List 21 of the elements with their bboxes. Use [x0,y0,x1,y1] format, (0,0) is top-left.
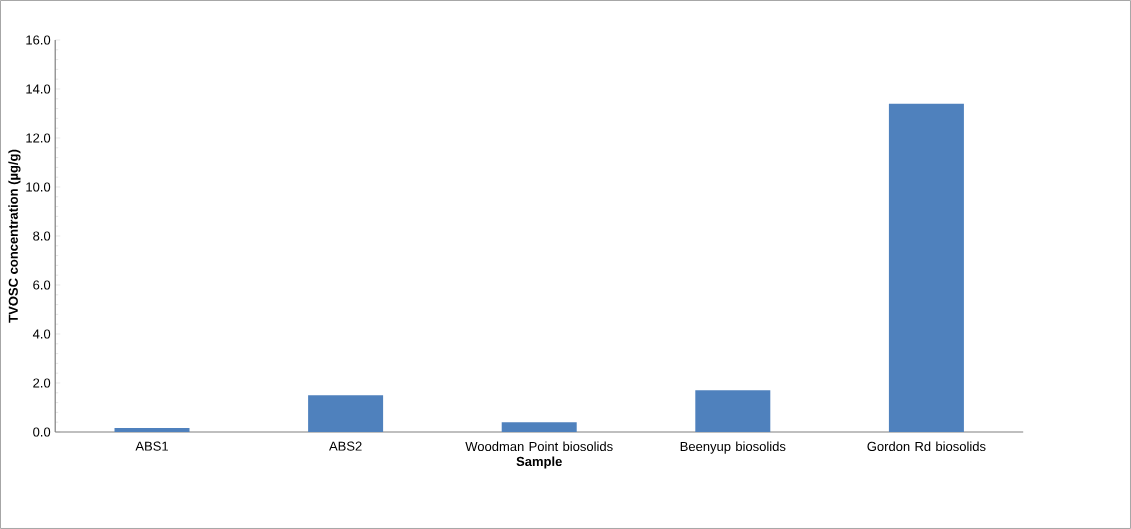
bar [695,390,771,432]
y-axis-title: TVOSC concentration (µg/g) [8,149,21,323]
x-tick-label: ABS2 [329,441,362,451]
x-tick-label: Woodman Point biosolids [465,441,613,452]
bar [888,103,964,432]
y-tick-label: 2.0 [33,378,51,388]
x-tick-label: Beenyup biosolids [680,441,786,454]
bar [308,395,384,432]
bar [114,428,190,432]
y-tick-label: 0.0 [33,427,51,437]
y-tick-label: 14.0 [26,84,51,94]
y-tick-label: 4.0 [32,329,51,339]
x-tick-label: Gordon Rd biosolids [867,441,986,452]
y-tick-label: 12.0 [26,133,51,143]
x-tick-label: ABS1 [135,441,168,451]
y-tick-label: 6.0 [33,280,51,290]
y-tick-label: 10.0 [26,182,51,192]
y-tick-label: 8.0 [33,231,51,241]
y-tick-label: 16.0 [26,35,51,45]
x-axis-title: Sample [516,456,562,469]
bar [501,422,577,432]
